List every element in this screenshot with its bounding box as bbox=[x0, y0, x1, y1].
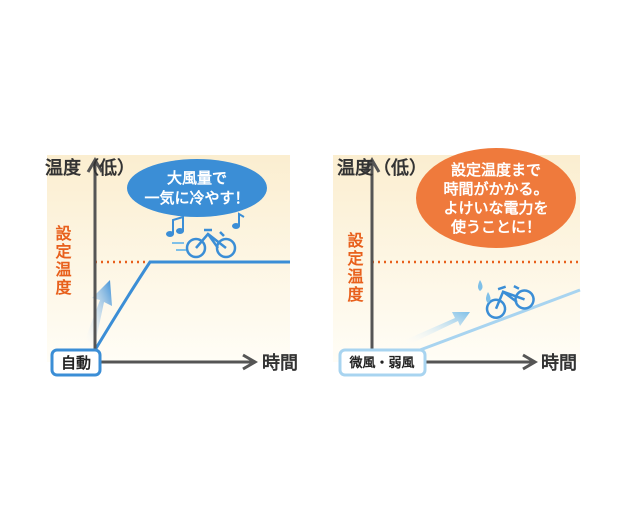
target-label: 設定温度 bbox=[53, 224, 73, 297]
mode-badge-text: 自動 bbox=[61, 354, 91, 372]
bubble bbox=[127, 159, 267, 217]
bubble bbox=[416, 148, 576, 248]
x-axis-label: 時間 bbox=[262, 353, 298, 374]
rise-arrow bbox=[405, 312, 470, 345]
x-axis-label: 時間 bbox=[541, 353, 577, 374]
music-notes bbox=[166, 212, 245, 237]
temp-curve bbox=[419, 288, 581, 352]
bubble-line: 大風量で bbox=[167, 169, 227, 187]
y-arrow bbox=[86, 157, 104, 173]
sweat-drops bbox=[478, 280, 491, 303]
x-arrow bbox=[242, 353, 258, 371]
rise-arrow bbox=[85, 280, 112, 345]
left-panel: 温度（低） 時間 設定温度 大風量で 一気に冷やす！ 自動 bbox=[45, 155, 298, 377]
right-panel: 温度（低） 時間 設定温度 設定温度まで 時間がかかる。 よけいな電力を 使うこ… bbox=[333, 148, 581, 377]
bubble-line: 一気に冷やす！ bbox=[144, 189, 249, 207]
bubble-line: 使うことに！ bbox=[450, 218, 541, 236]
y-axis-label: 温度（低） bbox=[45, 157, 135, 179]
bicycle bbox=[485, 285, 535, 319]
target-label: 設定温度 bbox=[345, 231, 365, 304]
mode-badge bbox=[50, 348, 102, 377]
temp-curve bbox=[90, 260, 290, 356]
bubble-line: 時間がかかる。 bbox=[443, 180, 548, 198]
y-arrow bbox=[363, 157, 381, 173]
y-axis-label: 温度（低） bbox=[337, 157, 427, 179]
speed-lines bbox=[172, 242, 186, 251]
bubble-line: よけいな電力を bbox=[443, 199, 548, 217]
bubble-line: 設定温度まで bbox=[451, 161, 541, 179]
bicycle bbox=[185, 228, 237, 259]
mode-badge bbox=[338, 348, 427, 377]
x-arrow bbox=[522, 353, 538, 371]
mode-badge-text: 微風・弱風 bbox=[348, 355, 414, 371]
